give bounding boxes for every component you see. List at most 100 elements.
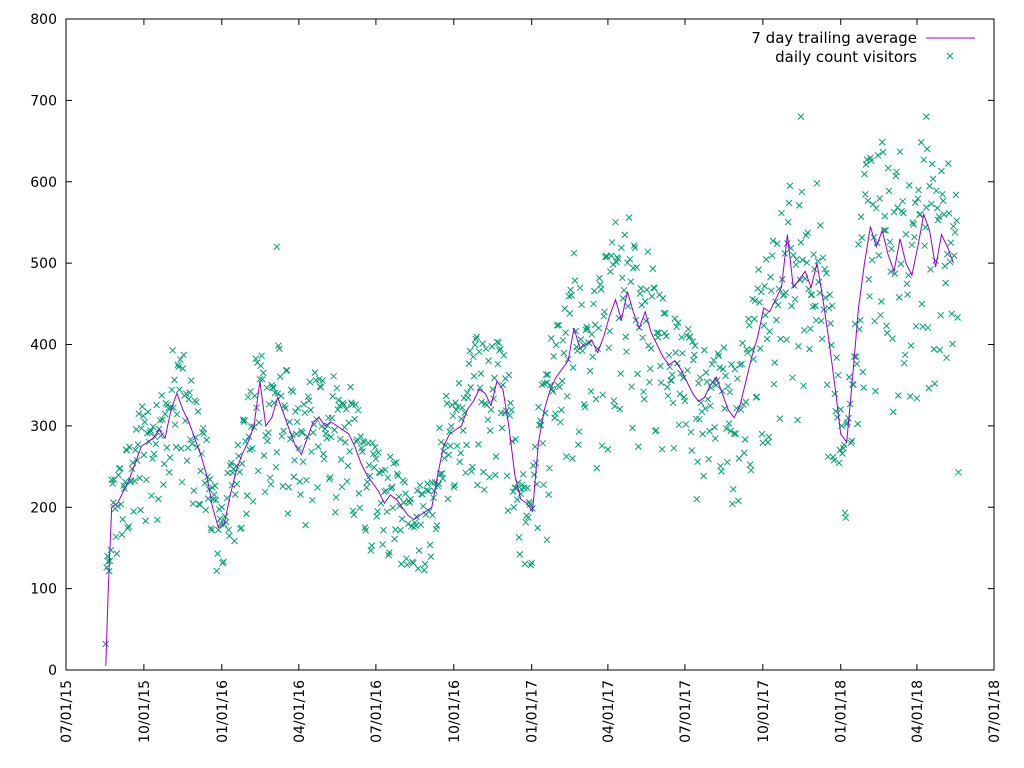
daily-count-point xyxy=(647,345,655,352)
daily-count-point xyxy=(160,481,167,488)
daily-count-point xyxy=(574,347,581,355)
daily-count-point xyxy=(228,481,236,489)
daily-count-point xyxy=(589,353,597,361)
daily-count-point xyxy=(892,172,900,180)
daily-count-point xyxy=(395,493,403,501)
daily-count-point xyxy=(473,333,481,341)
daily-count-point xyxy=(193,398,200,406)
daily-count-point xyxy=(199,424,207,432)
daily-count-point xyxy=(260,452,268,459)
daily-count-point xyxy=(314,484,321,491)
daily-count-point xyxy=(702,369,710,376)
daily-count-point xyxy=(532,459,540,467)
daily-count-point xyxy=(141,418,149,426)
daily-count-point xyxy=(224,469,232,477)
daily-count-point xyxy=(131,477,138,485)
daily-count-point xyxy=(864,197,872,205)
daily-count-point xyxy=(542,371,550,379)
daily-count-point xyxy=(353,438,360,446)
daily-count-point xyxy=(828,302,836,310)
daily-count-point xyxy=(557,418,564,426)
daily-count-point xyxy=(231,491,239,498)
daily-count-point xyxy=(618,274,626,282)
daily-count-point xyxy=(244,393,252,401)
daily-count-point xyxy=(905,182,913,189)
daily-count-point xyxy=(914,195,922,203)
daily-count-point xyxy=(126,443,133,451)
daily-count-point xyxy=(714,350,722,357)
daily-count-point xyxy=(370,450,377,458)
daily-count-point xyxy=(550,353,558,360)
daily-count-point xyxy=(922,113,930,120)
daily-count-point xyxy=(370,464,378,471)
x-tick-label: 07/01/17 xyxy=(678,680,694,743)
daily-count-point xyxy=(480,468,487,476)
daily-count-point xyxy=(200,430,208,438)
daily-count-point xyxy=(717,462,724,470)
daily-count-point xyxy=(631,244,639,252)
daily-count-point xyxy=(610,397,618,405)
daily-count-point xyxy=(381,466,389,474)
daily-count-point xyxy=(437,438,445,446)
daily-count-point xyxy=(592,395,600,403)
daily-count-point xyxy=(475,441,482,448)
daily-count-point xyxy=(827,320,834,327)
daily-count-point xyxy=(138,403,146,410)
y-tick-label: 0 xyxy=(48,663,57,679)
daily-count-point xyxy=(451,481,458,489)
daily-count-point xyxy=(951,228,959,236)
daily-count-point xyxy=(937,311,945,319)
daily-count-point xyxy=(104,558,112,565)
daily-count-point xyxy=(130,508,138,515)
daily-count-point xyxy=(704,395,712,403)
daily-count-point xyxy=(651,284,658,292)
daily-count-point xyxy=(442,392,450,400)
daily-count-point xyxy=(185,395,193,403)
daily-count-point xyxy=(734,375,741,383)
daily-count-point xyxy=(810,251,817,258)
daily-count-point xyxy=(494,360,502,368)
daily-count-point xyxy=(627,278,635,285)
daily-count-point xyxy=(742,398,750,406)
daily-count-point xyxy=(135,410,143,418)
daily-count-point xyxy=(744,349,751,357)
daily-count-point xyxy=(611,402,619,410)
daily-count-point xyxy=(569,364,577,371)
daily-count-point xyxy=(924,324,932,332)
daily-count-point xyxy=(267,480,275,488)
daily-count-point xyxy=(143,476,150,484)
daily-count-point xyxy=(285,483,293,491)
daily-count-point xyxy=(795,343,802,350)
daily-count-point xyxy=(380,526,387,534)
daily-count-point xyxy=(579,341,587,349)
daily-count-point xyxy=(900,359,908,367)
daily-count-point xyxy=(629,424,636,432)
daily-count-point xyxy=(858,234,866,241)
daily-count-point xyxy=(366,472,374,480)
daily-count-point xyxy=(365,461,373,469)
daily-count-point xyxy=(635,443,642,450)
daily-count-point xyxy=(492,453,500,460)
daily-count-point xyxy=(522,518,530,526)
daily-count-point xyxy=(620,286,628,294)
daily-count-point xyxy=(144,408,152,416)
daily-count-point xyxy=(938,167,945,175)
daily-count-point xyxy=(482,345,490,353)
daily-count-point xyxy=(187,436,194,443)
daily-count-point xyxy=(417,521,425,529)
daily-count-point xyxy=(745,321,753,329)
daily-count-point xyxy=(811,265,818,273)
daily-count-point xyxy=(639,334,646,342)
daily-count-point xyxy=(169,346,177,354)
daily-count-point xyxy=(208,526,215,534)
daily-count-point xyxy=(238,460,246,467)
daily-count-point xyxy=(249,497,257,505)
daily-count-point xyxy=(857,213,865,221)
daily-count-point xyxy=(859,368,867,376)
daily-count-point xyxy=(102,640,110,648)
daily-count-point xyxy=(183,457,191,464)
daily-count-point xyxy=(949,340,956,348)
daily-count-point xyxy=(741,436,749,443)
daily-count-point xyxy=(458,404,466,412)
